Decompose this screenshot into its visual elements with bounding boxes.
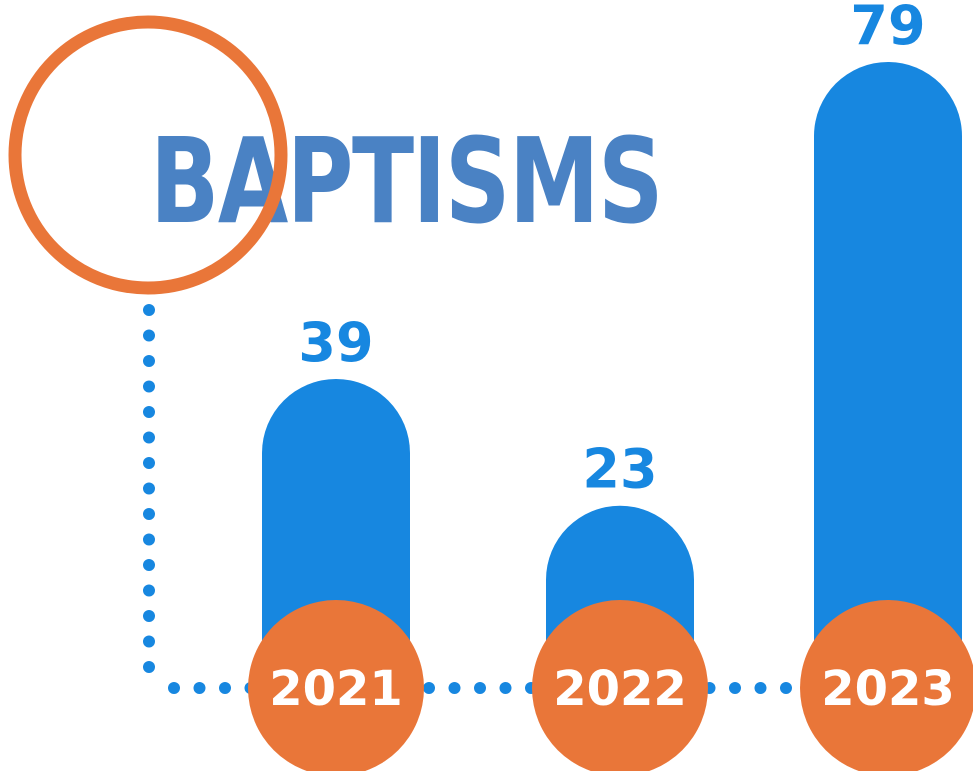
title-accent-ring <box>8 15 288 295</box>
connector-dot <box>448 682 461 694</box>
connector-dot <box>143 380 155 393</box>
connector-dot <box>474 682 486 694</box>
connector-dot <box>193 682 206 694</box>
year-label-2023: 2023 <box>821 661 955 717</box>
connector-dot <box>143 610 155 622</box>
year-label-2022: 2022 <box>553 661 687 717</box>
year-badge-2023 <box>800 600 973 771</box>
year-label-2021: 2021 <box>269 661 403 717</box>
connector-dot <box>143 533 155 546</box>
value-label-2022: 23 <box>582 438 657 501</box>
connector-dot <box>143 329 155 342</box>
connector-dot <box>143 431 155 444</box>
connector-dot <box>143 559 155 571</box>
connector-dot <box>423 682 435 694</box>
connector-dot <box>143 457 155 469</box>
bar-2023 <box>814 62 962 688</box>
year-badge-2022 <box>532 600 708 771</box>
dotted-connector <box>143 304 818 694</box>
connector-dot <box>143 661 155 673</box>
value-label-2021: 39 <box>298 311 373 374</box>
connector-dot <box>729 682 741 694</box>
connector-dot <box>143 508 155 520</box>
bars-group: 39 2021 23 2022 79 2023 <box>248 0 973 771</box>
connector-dot <box>143 482 155 495</box>
chart-title: BAPTISMS <box>150 112 662 250</box>
connector-dot <box>499 682 512 694</box>
year-badge-2021 <box>248 600 424 771</box>
value-label-2023: 79 <box>850 0 925 57</box>
connector-dot <box>780 682 792 694</box>
connector-dot <box>143 355 155 367</box>
connector-dot <box>219 682 231 694</box>
connector-dot <box>143 406 155 418</box>
connector-dot <box>143 584 155 597</box>
connector-dot <box>143 304 155 316</box>
connector-dot <box>754 682 767 694</box>
connector-dot <box>168 682 180 694</box>
connector-dot <box>143 635 155 648</box>
